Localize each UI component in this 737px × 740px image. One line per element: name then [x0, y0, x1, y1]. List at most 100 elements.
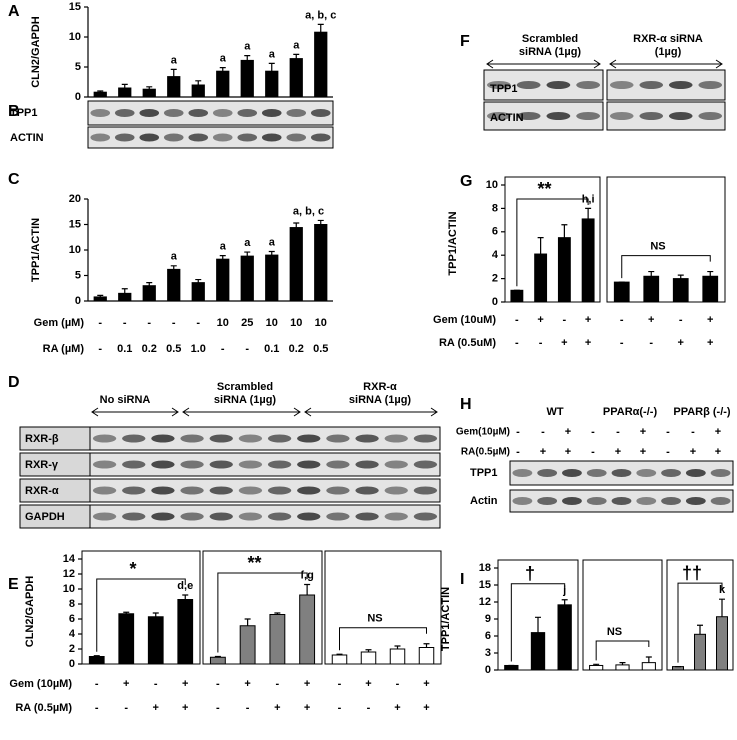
- bar: [88, 656, 105, 665]
- y-tick-label: 6: [485, 630, 491, 642]
- treatment-level: +: [707, 337, 713, 349]
- treatment-level: -: [516, 446, 520, 458]
- error-bar: [274, 612, 281, 615]
- error-bar: [317, 23, 324, 33]
- blot-row-label: ACTIN: [10, 132, 44, 144]
- bar: [702, 275, 719, 303]
- blot-band: [151, 434, 175, 443]
- group-label: PPARα(-/-): [603, 406, 658, 418]
- y-tick-label: 6: [492, 226, 498, 238]
- blot-band: [546, 112, 571, 120]
- error-bar: [394, 645, 401, 649]
- bar: [118, 613, 135, 665]
- blot-band: [586, 497, 607, 505]
- y-tick-label: 0: [485, 664, 491, 676]
- blot-band: [537, 497, 558, 505]
- blot-band: [685, 497, 706, 505]
- error-bar: [293, 53, 300, 59]
- annotation: j: [562, 585, 566, 597]
- treatment-level: -: [246, 702, 250, 714]
- annotation: a: [244, 41, 251, 53]
- group-label: RXR-α: [363, 381, 397, 393]
- blot-band: [122, 512, 146, 521]
- blot-band: [286, 133, 307, 142]
- treatment-level: -: [123, 317, 127, 329]
- annotation: a: [269, 236, 276, 248]
- treatment-level: +: [690, 446, 696, 458]
- bar: [93, 296, 107, 302]
- bar: [147, 616, 164, 665]
- subplot-frame: [606, 176, 726, 303]
- bar: [299, 594, 316, 665]
- blot-band: [611, 469, 632, 477]
- blot-band: [355, 486, 379, 495]
- treatment-level: -: [516, 426, 520, 438]
- blot-band: [122, 434, 146, 443]
- blot-band: [297, 434, 321, 443]
- group-label: No siRNA: [100, 394, 151, 406]
- blot-band: [384, 486, 408, 495]
- panel-letter: A: [8, 3, 20, 20]
- y-tick-label: 18: [479, 562, 491, 574]
- error-bar: [219, 67, 226, 72]
- treatment-level: +: [648, 314, 654, 326]
- error-bar: [648, 270, 655, 277]
- treatment-level: -: [666, 446, 670, 458]
- blot-band: [238, 434, 263, 443]
- y-tick-label: 0: [75, 295, 81, 307]
- annotation: a: [220, 241, 227, 253]
- panel-letter: C: [8, 171, 20, 188]
- bar: [240, 59, 254, 98]
- blot-band: [114, 133, 135, 142]
- blot-band: [486, 112, 511, 120]
- bar: [265, 254, 279, 302]
- panel-letter: B: [8, 103, 20, 120]
- subplot-frame: [202, 550, 323, 665]
- blot-band: [209, 460, 233, 469]
- blot-band: [139, 133, 160, 142]
- group-arrow: [182, 407, 301, 417]
- blot-band: [326, 486, 350, 495]
- treatment-level: +: [304, 702, 310, 714]
- error-bar: [719, 598, 725, 617]
- error-bar: [561, 599, 568, 605]
- bar: [418, 647, 435, 665]
- treatment-level: +: [182, 702, 188, 714]
- bar: [389, 648, 406, 665]
- treatment-level: 25: [241, 317, 253, 329]
- blot-band: [698, 112, 723, 120]
- bar: [643, 275, 660, 303]
- error-bar: [97, 90, 104, 93]
- annotation: f,g: [300, 569, 313, 581]
- annotation: a: [171, 54, 178, 66]
- y-tick-label: 8: [492, 202, 498, 214]
- treatment-level: -: [691, 426, 695, 438]
- blot-band: [355, 512, 379, 521]
- bar: [314, 224, 328, 302]
- blot-band: [413, 460, 438, 469]
- treatment-level: -: [591, 446, 595, 458]
- treatment-level: -: [649, 337, 653, 349]
- annotation: a, b, c: [293, 205, 324, 217]
- blot-band: [384, 512, 408, 521]
- group-label: RXR-α siRNA: [633, 33, 703, 45]
- treatment-level: -: [147, 317, 151, 329]
- blot-band: [267, 434, 292, 443]
- treatment-level: -: [541, 426, 545, 438]
- blot-band: [267, 460, 292, 469]
- treatment-level: +: [565, 446, 571, 458]
- blot-band: [310, 133, 331, 142]
- bar: [142, 88, 156, 98]
- blot-row-label: RXR-α: [25, 485, 59, 497]
- blot-band: [516, 81, 541, 89]
- bar: [615, 664, 630, 671]
- bar: [265, 70, 279, 98]
- bracket: [677, 582, 723, 663]
- bracket: [510, 583, 566, 662]
- blot-band: [212, 109, 233, 117]
- blot: [89, 478, 441, 503]
- treatment-level: +: [123, 678, 129, 690]
- treatment-level: +: [561, 337, 567, 349]
- panel-letter: H: [460, 396, 472, 413]
- treatment-level: 0.5: [166, 343, 181, 355]
